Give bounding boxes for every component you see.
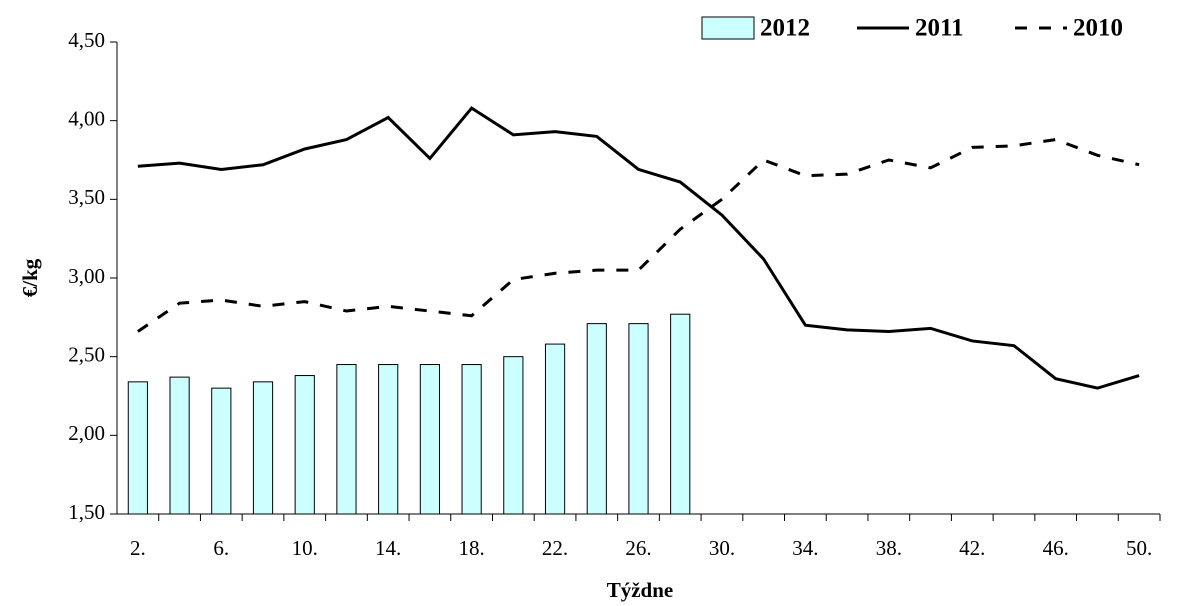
bar bbox=[211, 387, 232, 515]
x-tick-label: 38. bbox=[876, 536, 902, 560]
x-tick-label: 42. bbox=[959, 536, 985, 560]
x-tick-label: 30. bbox=[709, 536, 735, 560]
y-tick-label: 3,50 bbox=[68, 185, 105, 209]
y-tick-label: 1,50 bbox=[68, 500, 105, 524]
line bbox=[137, 138, 1140, 333]
legend-label: 2012 bbox=[760, 15, 810, 42]
bar bbox=[336, 364, 357, 515]
legend-swatch bbox=[701, 16, 755, 40]
x-tick-label: 14. bbox=[375, 536, 401, 560]
x-tick-label: 2. bbox=[130, 536, 146, 560]
y-tick-label: 4,00 bbox=[68, 106, 105, 130]
x-tick-label: 50. bbox=[1126, 536, 1152, 560]
bar bbox=[586, 323, 607, 515]
y-tick-label: 2,00 bbox=[68, 421, 105, 445]
x-tick-label: 6. bbox=[213, 536, 229, 560]
bar bbox=[461, 364, 482, 515]
legend-label: 2010 bbox=[1073, 15, 1123, 42]
x-axis-label: Týždne bbox=[607, 578, 674, 602]
bar bbox=[628, 323, 649, 515]
bar bbox=[544, 343, 566, 515]
bar bbox=[503, 356, 524, 515]
legend-label: 2011 bbox=[915, 15, 964, 42]
y-tick-label: 3,00 bbox=[68, 264, 105, 288]
bar bbox=[378, 364, 399, 515]
bar bbox=[670, 313, 691, 515]
y-tick-label: 2,50 bbox=[68, 342, 105, 366]
x-tick-label: 46. bbox=[1043, 536, 1069, 560]
bar bbox=[252, 381, 274, 515]
line bbox=[137, 106, 1140, 390]
y-tick-label: 4,50 bbox=[68, 28, 105, 52]
bar bbox=[294, 375, 315, 515]
x-tick-label: 34. bbox=[792, 536, 818, 560]
bar bbox=[127, 381, 148, 515]
x-tick-label: 10. bbox=[292, 536, 318, 560]
bar bbox=[169, 376, 190, 515]
x-tick-label: 18. bbox=[458, 536, 484, 560]
y-axis-label: €/kg bbox=[18, 258, 42, 297]
x-tick-label: 26. bbox=[625, 536, 651, 560]
bar bbox=[419, 364, 440, 515]
x-tick-label: 22. bbox=[542, 536, 568, 560]
